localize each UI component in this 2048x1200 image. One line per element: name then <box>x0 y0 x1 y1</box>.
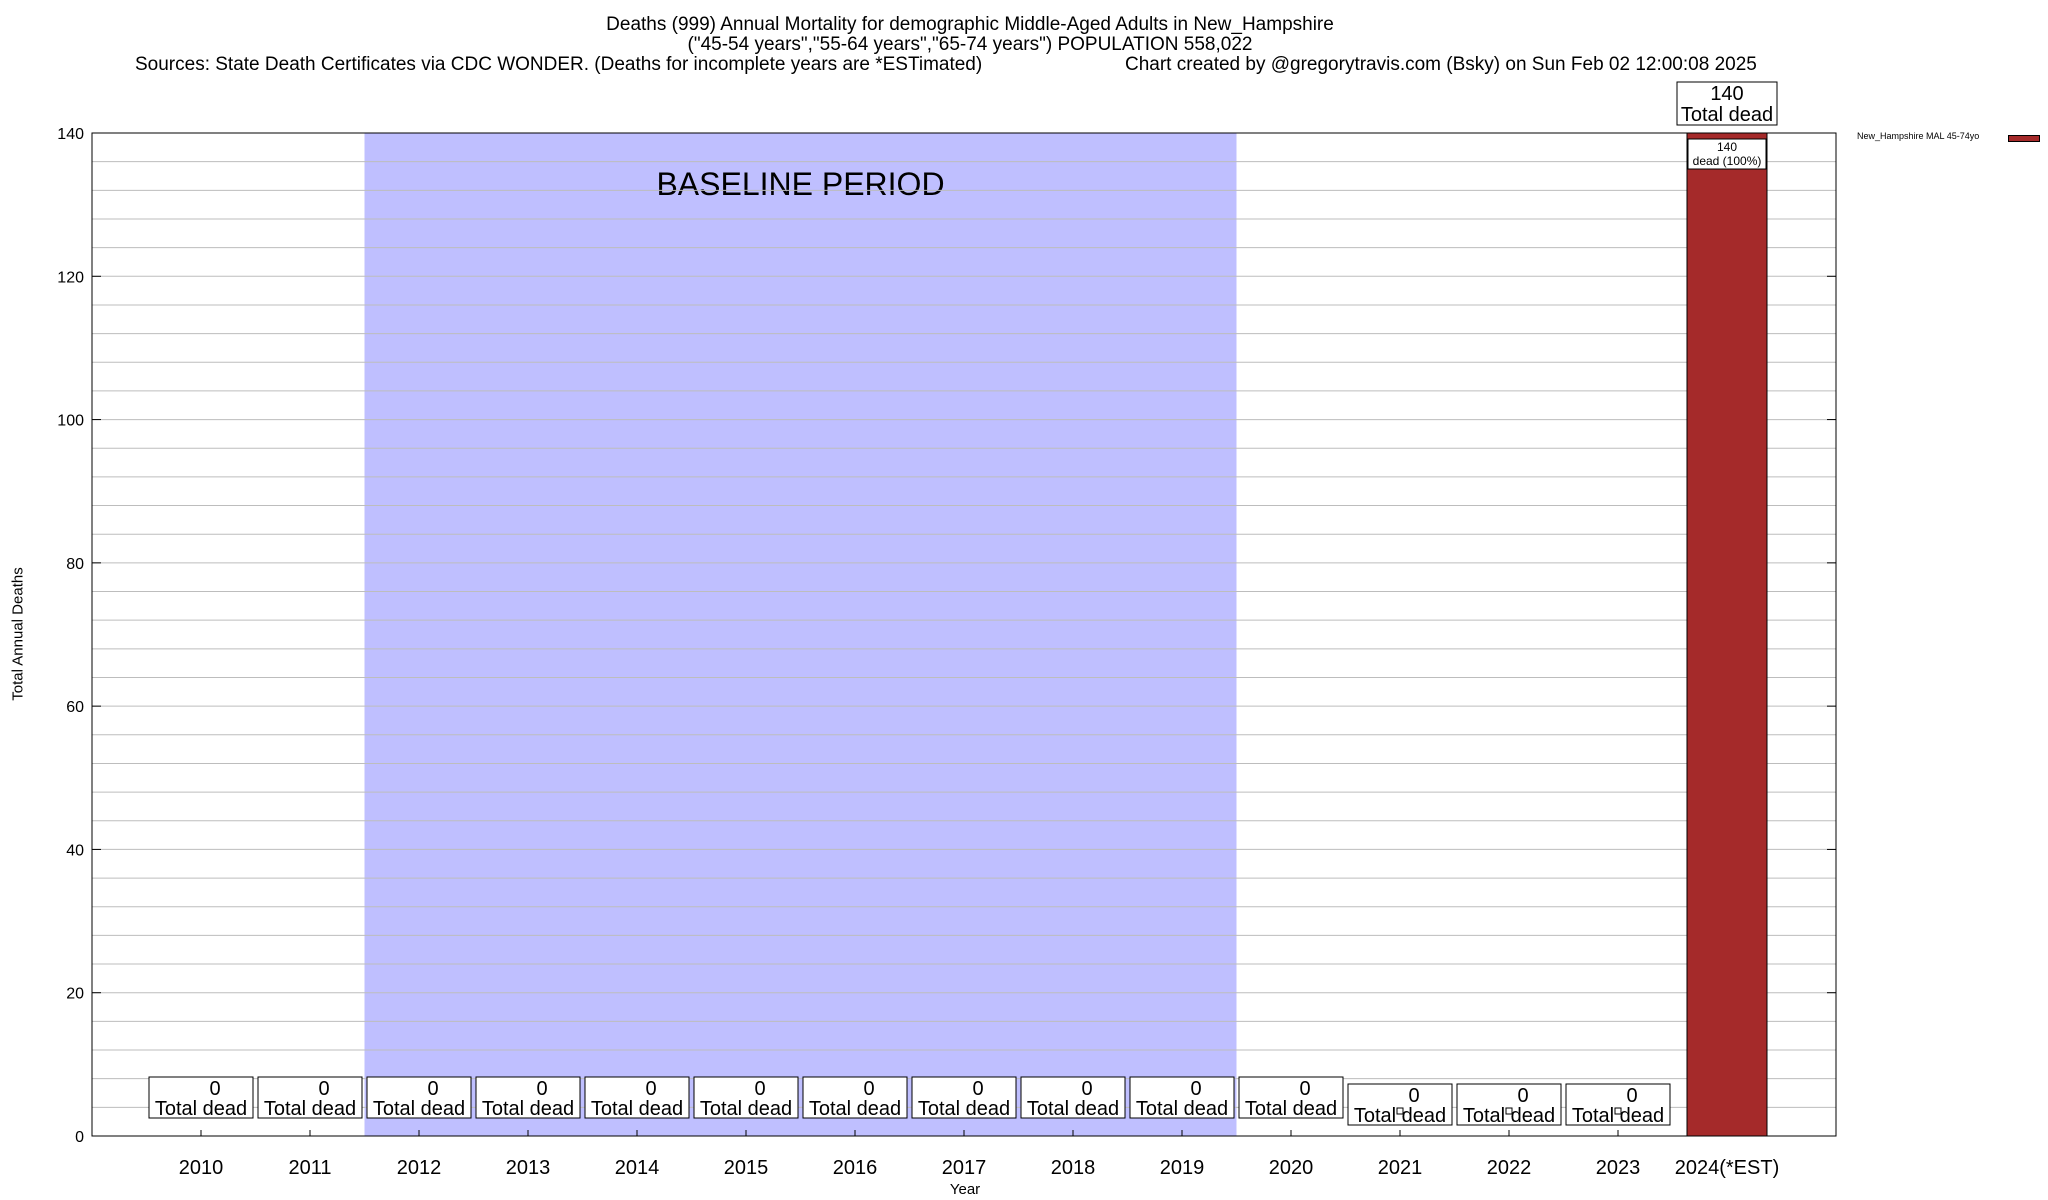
x-tick-label: 2015 <box>724 1157 769 1179</box>
total-label-box <box>802 1076 908 1119</box>
total-label-value: 0 <box>318 1078 329 1100</box>
x-tick-label: 2024(*EST) <box>1675 1157 1780 1179</box>
total-label-box <box>1347 1083 1453 1126</box>
total-label-value: 0 <box>754 1078 765 1100</box>
x-tick-label: 2020 <box>1269 1157 1314 1179</box>
y-tick-label: 80 <box>66 556 84 573</box>
x-tick-label: 2012 <box>397 1157 442 1179</box>
zero-marker <box>1614 1107 1622 1115</box>
total-label-box <box>475 1076 581 1119</box>
y-tick-label: 120 <box>57 269 84 286</box>
zero-marker <box>1505 1107 1513 1115</box>
total-label-text: Total dead <box>1681 104 1773 126</box>
total-label-text: Total dead <box>155 1098 247 1120</box>
total-label-value: 0 <box>1299 1078 1310 1100</box>
total-label-value: 0 <box>1517 1085 1528 1107</box>
x-tick-label: 2018 <box>1051 1157 1096 1179</box>
baseline-label: BASELINE PERIOD <box>656 166 944 202</box>
total-label-value: 0 <box>427 1078 438 1100</box>
y-tick-label: 40 <box>66 842 84 859</box>
total-label-text: Total dead <box>1245 1098 1337 1120</box>
plot-frame <box>91 132 1837 1137</box>
zero-marker <box>1396 1107 1404 1115</box>
total-label-box <box>1129 1076 1235 1119</box>
total-label-text: Total dead <box>373 1098 465 1120</box>
total-label-value: 0 <box>1190 1078 1201 1100</box>
total-label-text: Total dead <box>809 1098 901 1120</box>
total-label-text: Total dead <box>1572 1105 1664 1127</box>
total-label-box <box>1565 1083 1671 1126</box>
total-label-value: 0 <box>1081 1078 1092 1100</box>
x-tick-label: 2016 <box>833 1157 878 1179</box>
bar <box>1686 132 1768 1137</box>
total-label-value: 0 <box>645 1078 656 1100</box>
total-label-text: Total dead <box>1354 1105 1446 1127</box>
y-tick-label: 140 <box>57 126 84 143</box>
x-tick-label: 2021 <box>1378 1157 1423 1179</box>
chart-subtitle: ("45-54 years","55-64 years","65-74 year… <box>687 34 1253 55</box>
x-tick-label: 2017 <box>942 1157 987 1179</box>
legend-swatch <box>2008 135 2040 142</box>
segment-label-value: 140 <box>1717 140 1737 154</box>
total-label-value: 0 <box>972 1078 983 1100</box>
total-label-text: Total dead <box>482 1098 574 1120</box>
x-tick-label: 2013 <box>506 1157 551 1179</box>
total-label-box <box>1456 1083 1562 1126</box>
x-tick-label: 2014 <box>615 1157 660 1179</box>
x-tick-label: 2010 <box>179 1157 224 1179</box>
legend-entry: New_Hampshire MAL 45-74yo <box>1857 131 1980 141</box>
total-label-box <box>911 1076 1017 1119</box>
chart-title: Deaths (999) Annual Mortality for demogr… <box>606 14 1334 35</box>
total-label-value: 140 <box>1710 83 1743 105</box>
total-label-text: Total dead <box>918 1098 1010 1120</box>
total-label-text: Total dead <box>700 1098 792 1120</box>
chart-sources: Sources: State Death Certificates via CD… <box>135 54 983 75</box>
total-label-value: 0 <box>536 1078 547 1100</box>
total-label-box <box>693 1076 799 1119</box>
total-label-box <box>148 1076 254 1119</box>
total-label-value: 0 <box>1626 1085 1637 1107</box>
segment-label-box <box>1687 138 1767 170</box>
y-tick-label: 100 <box>57 413 84 430</box>
total-label-text: Total dead <box>1136 1098 1228 1120</box>
total-label-box <box>1676 81 1778 126</box>
total-label-text: Total dead <box>591 1098 683 1120</box>
segment-label-text: dead (100%) <box>1693 154 1762 168</box>
total-label-box <box>1238 1076 1344 1119</box>
total-label-value: 0 <box>863 1078 874 1100</box>
x-axis-label: Year <box>949 1181 981 1198</box>
x-tick-label: 2011 <box>288 1157 331 1179</box>
total-label-text: Total dead <box>1027 1098 1119 1120</box>
total-label-box <box>1020 1076 1126 1119</box>
total-label-box <box>366 1076 472 1119</box>
y-tick-label: 60 <box>66 699 84 716</box>
x-tick-label: 2023 <box>1596 1157 1641 1179</box>
baseline-band <box>364 133 1237 1136</box>
x-tick-label: 2022 <box>1487 1157 1532 1179</box>
total-label-value: 0 <box>1408 1085 1419 1107</box>
y-tick-label: 20 <box>66 986 84 1003</box>
total-label-box <box>584 1076 690 1119</box>
chart-credit: Chart created by @gregorytravis.com (Bsk… <box>1125 54 1757 75</box>
total-label-box <box>257 1076 363 1119</box>
x-tick-label: 2019 <box>1160 1157 1205 1179</box>
total-label-value: 0 <box>209 1078 220 1100</box>
total-label-text: Total dead <box>264 1098 356 1120</box>
total-label-text: Total dead <box>1463 1105 1555 1127</box>
y-tick-label: 0 <box>75 1129 84 1146</box>
